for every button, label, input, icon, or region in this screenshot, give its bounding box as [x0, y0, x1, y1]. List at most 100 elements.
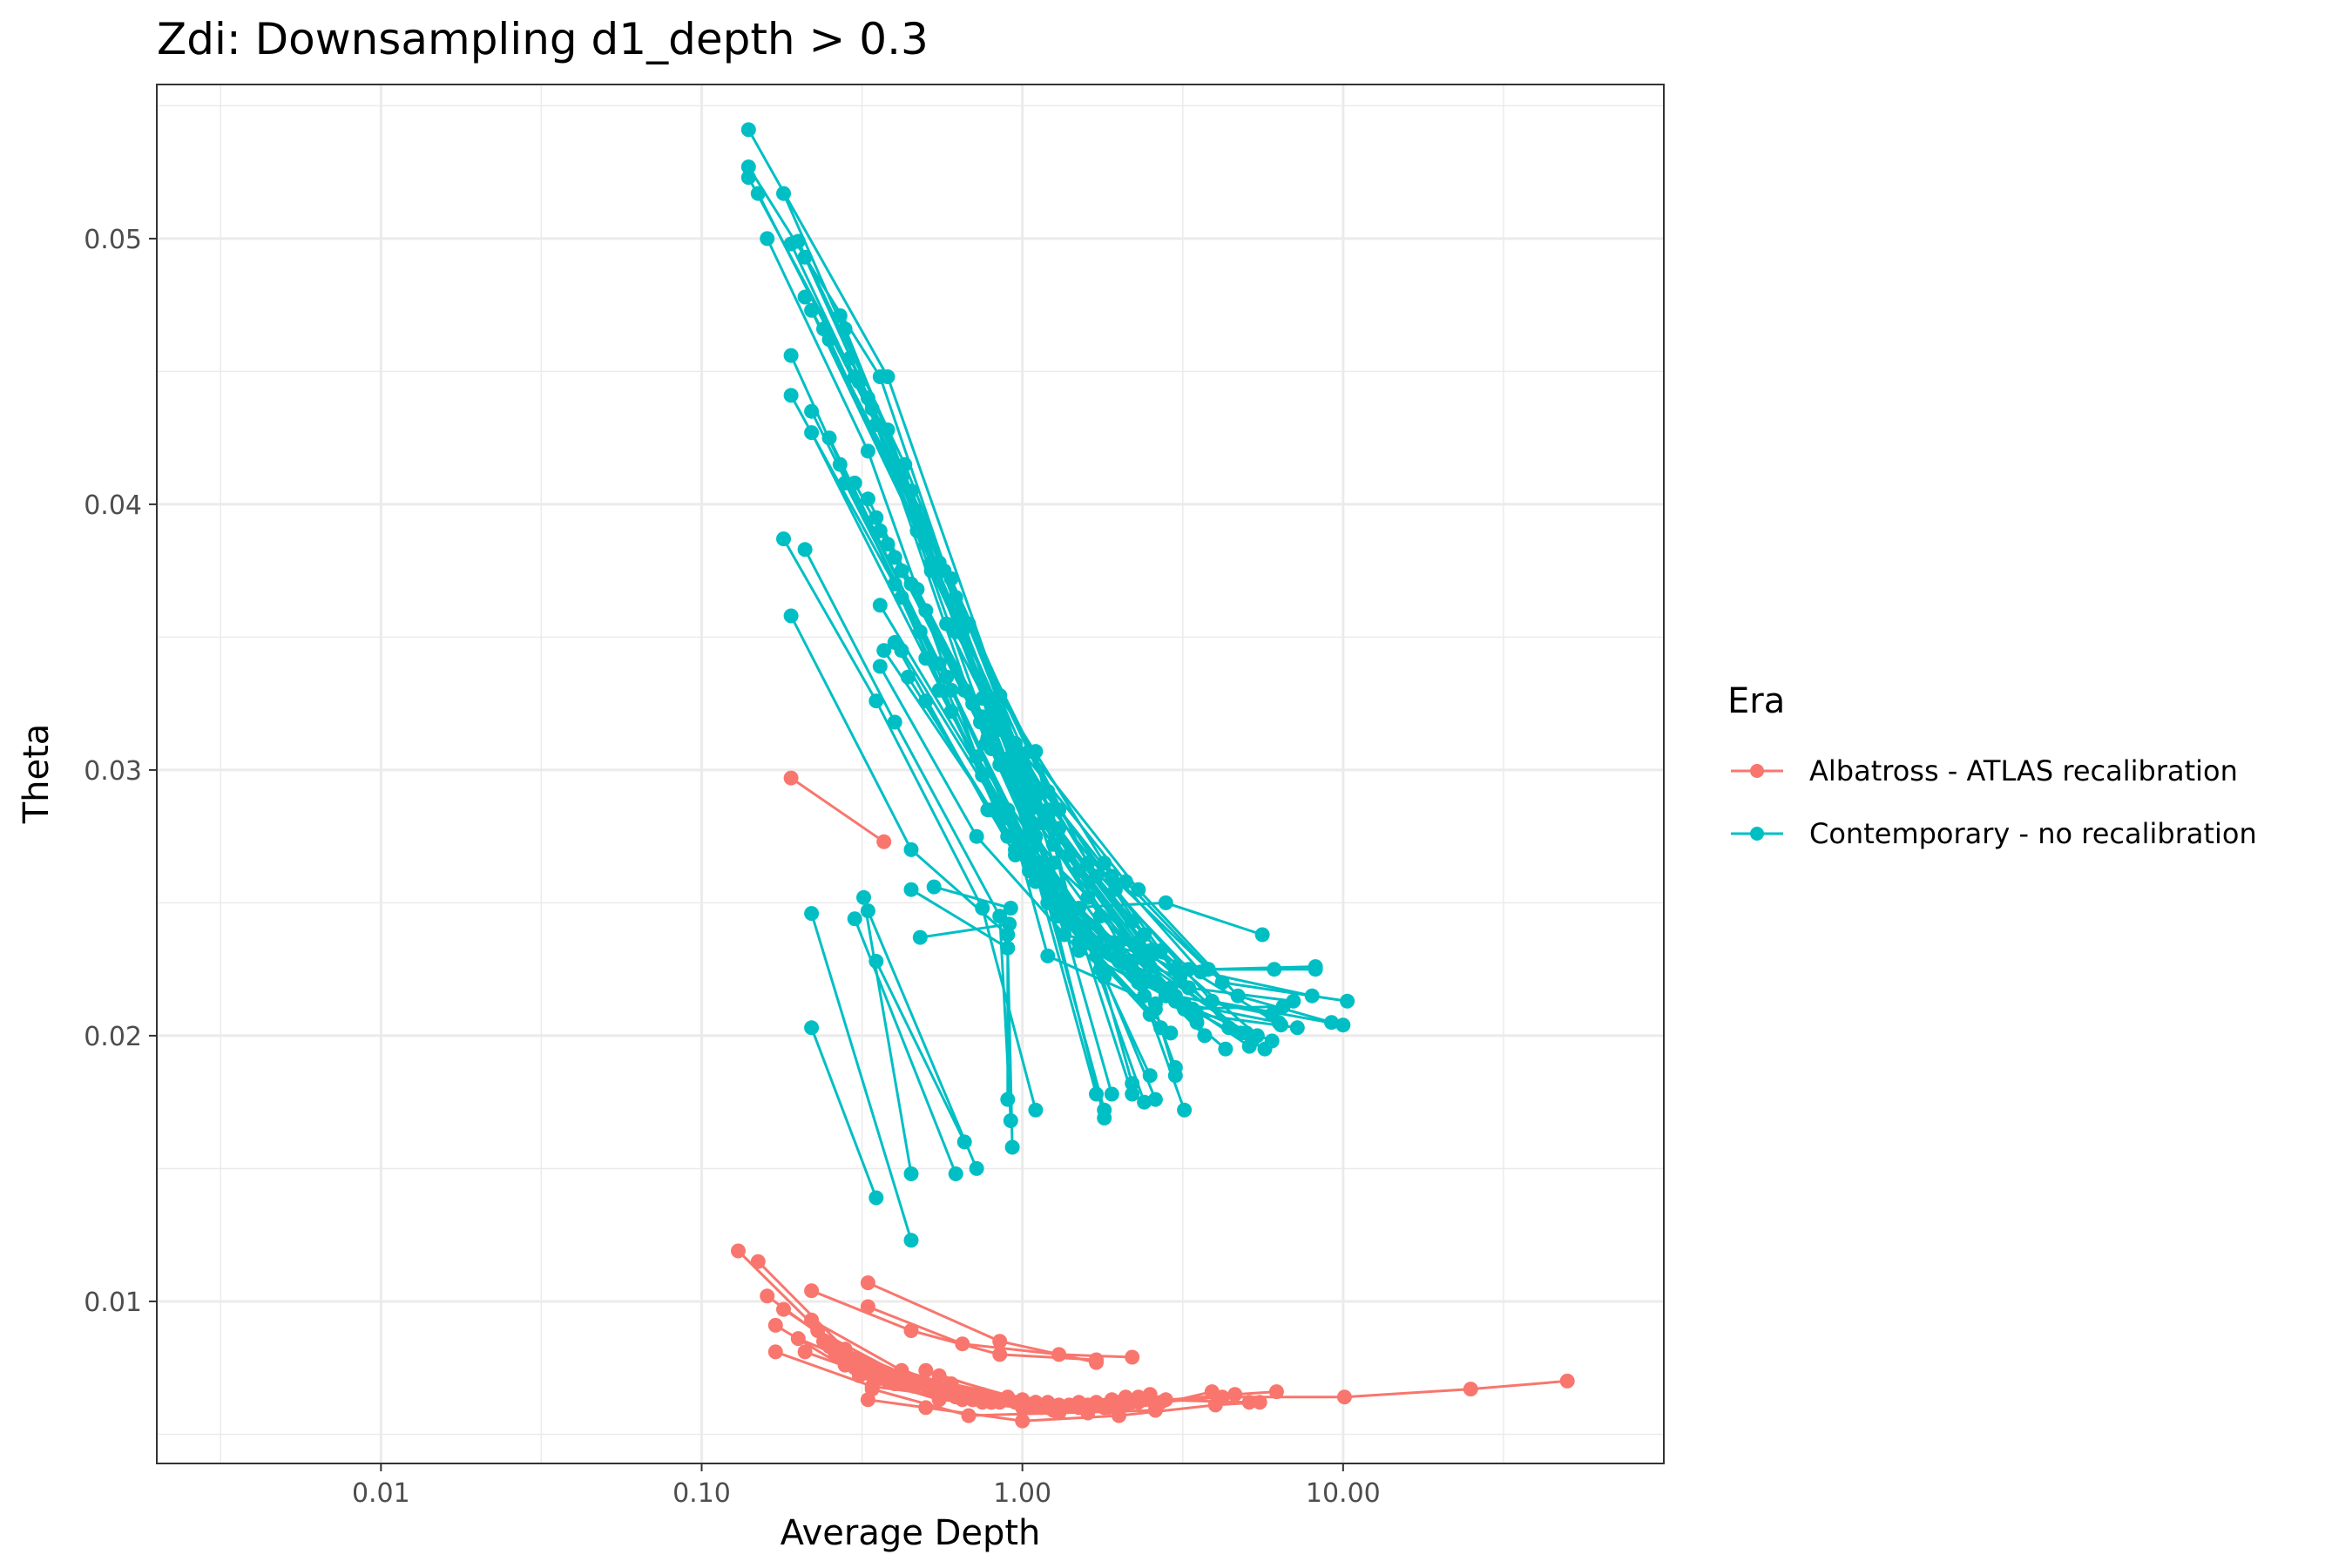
data-point [1163, 980, 1179, 996]
data-point [797, 249, 813, 265]
y-tick-label: 0.03 [84, 756, 142, 787]
data-point [860, 1299, 875, 1315]
data-point [1015, 773, 1031, 788]
series-contemporary-56 [1040, 802, 1200, 1017]
data-point [1254, 927, 1270, 943]
data-point [1147, 996, 1163, 1011]
data-point [832, 456, 848, 472]
data-point [1089, 1355, 1104, 1370]
data-point [1336, 1389, 1352, 1405]
data-point [894, 643, 909, 659]
data-point [776, 1301, 791, 1317]
data-point [918, 1362, 934, 1378]
data-point [1252, 1395, 1267, 1410]
data-point [903, 1233, 919, 1248]
data-point [1268, 1384, 1284, 1400]
data-point [1000, 1092, 1016, 1107]
legend-key-contemporary-dot [1750, 827, 1764, 841]
series-contemporary-68 [804, 906, 919, 1248]
data-point [943, 704, 959, 720]
data-point [1142, 1387, 1158, 1402]
series-contemporary-63 [912, 916, 1017, 945]
series-line [789, 615, 1010, 1100]
data-point [1158, 895, 1173, 910]
data-point [1015, 1413, 1031, 1429]
grid-minor [157, 84, 1664, 1463]
data-point [740, 122, 756, 138]
data-point [804, 1020, 820, 1036]
data-point [851, 375, 867, 390]
data-point [860, 390, 875, 406]
data-point [776, 186, 791, 201]
data-point [1163, 1025, 1179, 1041]
data-point [1147, 1402, 1163, 1418]
data-point [918, 651, 934, 666]
data-point [1197, 1028, 1213, 1044]
data-point [847, 476, 862, 490]
series-contemporary-61 [903, 882, 1020, 1155]
data-point [1004, 1139, 1020, 1155]
data-point [1125, 1076, 1140, 1092]
data-point [872, 369, 888, 384]
data-point [1125, 1349, 1140, 1365]
data-point [767, 1344, 783, 1360]
y-tick-label: 0.05 [84, 225, 142, 255]
chart-title: Zdi: Downsampling d1_depth > 0.3 [157, 14, 929, 64]
data-point [804, 302, 820, 318]
data-point [868, 693, 884, 709]
data-point [821, 332, 837, 348]
data-point [903, 1166, 919, 1181]
x-tick-label: 0.10 [672, 1478, 731, 1509]
data-point [804, 1283, 820, 1299]
data-point [860, 491, 875, 507]
data-point [887, 550, 902, 565]
data-point [948, 1166, 963, 1181]
data-point [860, 443, 875, 459]
data-point [894, 563, 909, 578]
data-point [975, 691, 990, 706]
data-point [1040, 948, 1056, 963]
x-tick-label: 1.00 [993, 1478, 1051, 1509]
data-point [1158, 1392, 1173, 1408]
data-point [956, 1134, 972, 1150]
data-point [1274, 1017, 1288, 1033]
data-point [918, 603, 934, 618]
data-point [740, 170, 756, 186]
series-line [1021, 780, 1316, 971]
data-point [1089, 1397, 1104, 1413]
data-point [992, 1334, 1008, 1349]
data-point [903, 841, 919, 857]
data-point [1002, 916, 1017, 932]
legend: Era Albatross - ATLAS recalibration Cont… [1727, 681, 2257, 850]
data-point [912, 929, 928, 945]
y-tick-label: 0.01 [84, 1288, 142, 1318]
data-point [1071, 935, 1086, 950]
data-point [1167, 1060, 1183, 1075]
legend-label-albatross: Albatross - ATLAS recalibration [1809, 754, 2238, 787]
data-point [1051, 821, 1067, 836]
series-line [950, 1382, 1037, 1404]
data-point [1080, 855, 1096, 871]
x-axis-title: Average Depth [781, 1513, 1041, 1553]
series-albatross-101 [860, 1275, 1104, 1370]
data-point [760, 231, 775, 247]
data-point [1028, 1395, 1044, 1410]
data-point [750, 1254, 766, 1269]
data-point [860, 1275, 875, 1291]
x-tick-label: 10.00 [1306, 1478, 1381, 1509]
data-point [750, 186, 766, 201]
data-point [1028, 1102, 1044, 1118]
data-point [931, 682, 947, 698]
data-point [934, 1387, 950, 1402]
data-point [740, 159, 756, 175]
series-line [920, 923, 1010, 939]
data-point [842, 350, 858, 366]
data-point [760, 1288, 775, 1304]
data-point [1204, 1384, 1220, 1400]
data-point [856, 889, 871, 905]
series-line [810, 1027, 878, 1199]
data-point [797, 542, 813, 558]
data-point [860, 903, 875, 919]
plot-panel-border [156, 84, 1665, 1464]
